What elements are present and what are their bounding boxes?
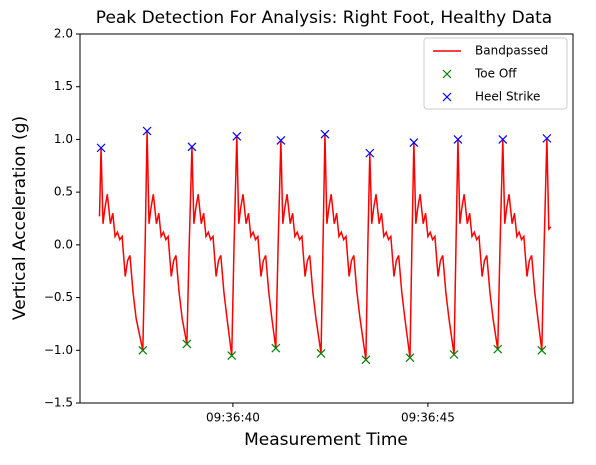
line-series <box>98 130 552 360</box>
point-marker <box>276 136 286 145</box>
y-tick-label: −1.5 <box>44 396 73 410</box>
legend-label: Heel Strike <box>475 90 540 104</box>
point-marker <box>409 138 419 148</box>
y-tick-label: 0.5 <box>54 185 73 199</box>
y-tick-label: 1.0 <box>54 132 73 146</box>
point-marker <box>271 343 281 353</box>
x-axis-label: Measurement Time <box>244 430 408 450</box>
legend-swatch <box>442 69 452 79</box>
x-tick-label: 09:36:45 <box>401 411 455 425</box>
y-tick-label: −0.5 <box>44 290 73 304</box>
point-marker <box>405 353 415 363</box>
point-marker <box>232 131 242 141</box>
point-marker <box>498 135 508 144</box>
point-marker <box>542 133 552 143</box>
legend-label: Bandpassed <box>475 44 548 58</box>
point-marker <box>142 126 152 136</box>
y-tick-label: 1.5 <box>54 79 73 93</box>
legend-label: Toe Off <box>474 67 517 81</box>
point-marker <box>96 143 106 153</box>
y-tick-label: −1.0 <box>44 343 73 357</box>
y-axis-label: Vertical Acceleration (g) <box>10 116 30 320</box>
point-marker <box>449 350 459 359</box>
point-marker <box>187 142 197 152</box>
point-marker <box>453 135 463 144</box>
plot-frame <box>79 33 574 404</box>
point-marker <box>138 345 148 355</box>
x-tick-label: 09:36:40 <box>206 411 260 425</box>
point-marker <box>320 129 330 139</box>
y-tick-label: 0.0 <box>54 237 73 251</box>
point-marker <box>361 355 371 365</box>
point-marker <box>493 344 503 354</box>
y-tick-label: 2.0 <box>54 27 73 41</box>
legend-swatch <box>442 92 452 102</box>
point-marker <box>365 148 375 158</box>
legend-box <box>423 37 568 110</box>
point-marker <box>537 345 547 355</box>
point-marker <box>316 349 326 358</box>
point-marker <box>227 351 237 360</box>
point-marker <box>182 339 192 349</box>
chart-title: Peak Detection For Analysis: Right Foot,… <box>96 8 552 28</box>
